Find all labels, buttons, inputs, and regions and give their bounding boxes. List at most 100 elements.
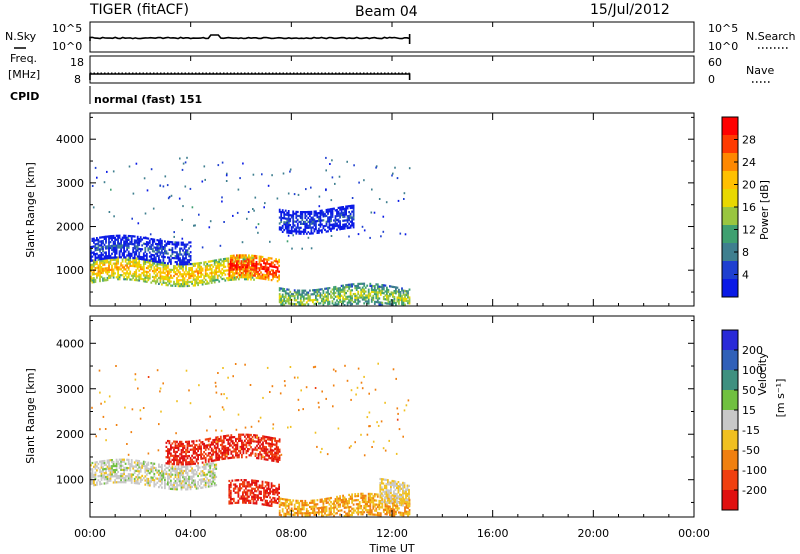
data-cell	[283, 229, 286, 232]
data-cell	[231, 456, 234, 459]
data-cell	[102, 236, 104, 239]
data-cell	[395, 302, 397, 305]
data-cell	[343, 498, 346, 501]
data-cell	[385, 487, 388, 490]
data-cell	[315, 511, 317, 514]
data-cell	[318, 205, 321, 208]
data-cell	[301, 295, 304, 298]
data-cell	[392, 172, 394, 175]
data-cell	[142, 464, 145, 467]
data-cell	[120, 248, 122, 251]
data-cell	[382, 286, 385, 289]
data-cell	[207, 264, 210, 267]
data-cell	[270, 261, 273, 264]
data-cell	[179, 461, 181, 464]
data-cell	[321, 506, 323, 509]
data-cell	[240, 495, 243, 498]
data-cell	[105, 269, 107, 272]
data-cell	[159, 275, 162, 278]
data-cell	[153, 258, 156, 261]
data-cell	[186, 282, 189, 286]
data-cell	[97, 254, 100, 257]
data-cell	[342, 296, 344, 299]
data-cell	[286, 498, 289, 501]
data-cell	[153, 280, 156, 283]
data-cell	[100, 269, 103, 273]
data-cell	[241, 241, 244, 244]
data-cell	[274, 451, 276, 454]
data-cell	[248, 483, 250, 486]
data-cell	[182, 265, 184, 268]
data-cell	[204, 452, 207, 455]
data-cell	[343, 500, 346, 503]
data-cell	[273, 497, 276, 500]
data-cell	[240, 483, 243, 486]
data-cell	[402, 500, 404, 503]
data-cell	[118, 278, 121, 281]
data-cell	[123, 242, 125, 245]
data-cell	[99, 248, 101, 251]
data-cell	[91, 480, 94, 483]
data-cell	[245, 273, 247, 277]
data-cell	[173, 483, 175, 487]
data-cell	[299, 299, 302, 302]
data-cell	[325, 497, 328, 500]
data-cell	[257, 267, 259, 270]
data-cell	[159, 253, 162, 256]
data-cell	[121, 481, 124, 484]
data-cell	[309, 512, 311, 515]
data-cell	[165, 470, 168, 473]
data-cell	[194, 282, 196, 285]
data-cell	[298, 289, 301, 292]
data-cell	[109, 246, 112, 250]
data-cell	[222, 277, 225, 280]
data-cell	[180, 440, 183, 443]
data-cell	[293, 291, 296, 294]
data-cell	[179, 265, 181, 268]
data-cell	[255, 453, 257, 456]
data-cell	[298, 214, 301, 218]
data-cell	[408, 298, 411, 301]
data-cell	[384, 401, 386, 404]
data-cell	[370, 290, 373, 293]
data-cell	[339, 509, 341, 512]
data-cell	[90, 482, 92, 485]
data-cell	[390, 502, 392, 505]
data-cell	[304, 297, 307, 300]
data-cell	[157, 245, 159, 248]
data-cell	[185, 275, 187, 278]
data-cell	[139, 466, 142, 469]
data-cell	[201, 478, 204, 481]
data-cell	[108, 239, 110, 242]
data-cell	[138, 241, 141, 245]
data-cell	[145, 245, 148, 248]
data-cell	[192, 450, 195, 453]
data-cell	[194, 450, 196, 453]
data-cell	[215, 440, 218, 443]
data-cell	[221, 443, 224, 446]
data-cell	[135, 245, 138, 248]
data-cell	[191, 448, 193, 451]
data-cell	[103, 269, 106, 272]
data-cell	[295, 226, 298, 229]
data-cell	[262, 437, 264, 440]
data-cell	[233, 278, 236, 281]
data-cell	[232, 256, 235, 259]
data-cell	[168, 481, 171, 484]
data-cell	[296, 297, 299, 300]
data-cell	[145, 272, 148, 275]
data-cell	[111, 252, 113, 255]
data-cell	[361, 494, 364, 497]
data-cell	[158, 255, 160, 258]
data-cell	[142, 280, 145, 283]
data-cell	[90, 255, 92, 258]
data-cell	[404, 502, 406, 505]
data-cell	[180, 444, 183, 448]
data-cell	[366, 284, 369, 287]
data-cell	[389, 511, 391, 514]
data-cell	[309, 299, 311, 302]
data-cell	[222, 269, 225, 272]
data-cell	[198, 262, 201, 265]
data-cell	[170, 241, 172, 244]
data-cell	[120, 460, 122, 463]
